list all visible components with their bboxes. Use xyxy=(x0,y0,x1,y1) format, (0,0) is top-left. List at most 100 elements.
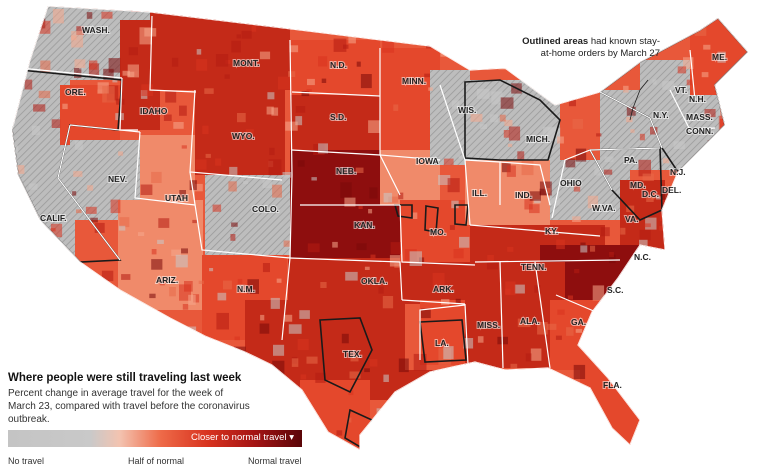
county-cell xyxy=(76,26,84,35)
county-cell xyxy=(332,241,338,248)
state-label: VT. xyxy=(675,85,687,95)
state-label: N.H. xyxy=(689,94,706,104)
county-cell xyxy=(642,436,649,444)
county-cell xyxy=(33,104,46,112)
county-cell xyxy=(729,7,735,13)
county-cell xyxy=(87,185,94,191)
county-cell xyxy=(349,371,361,379)
county-cell xyxy=(641,364,647,367)
county-cell xyxy=(12,218,20,227)
county-cell xyxy=(707,151,718,163)
county-cell xyxy=(500,21,511,32)
county-cell xyxy=(209,268,214,272)
county-cell xyxy=(479,124,487,129)
county-cell xyxy=(283,240,290,247)
county-cell xyxy=(251,25,257,32)
county-cell xyxy=(24,79,33,90)
county-cell xyxy=(609,252,614,258)
county-cell xyxy=(369,187,378,199)
county-cell xyxy=(266,15,280,27)
county-cell xyxy=(101,270,114,282)
county-cell xyxy=(229,166,238,177)
state-label: WASH. xyxy=(82,25,110,35)
county-cell xyxy=(368,209,373,214)
county-cell xyxy=(502,163,511,173)
county-cell xyxy=(451,100,460,109)
state-label: OKLA. xyxy=(361,276,387,286)
county-cell xyxy=(542,126,556,140)
county-cell xyxy=(744,11,748,15)
county-cell xyxy=(575,328,583,333)
county-cell xyxy=(340,182,352,199)
county-cell xyxy=(295,106,306,113)
county-cell xyxy=(300,374,307,380)
state-label: N.M. xyxy=(237,284,255,294)
county-cell xyxy=(662,158,670,164)
state-label: UTAH xyxy=(165,193,188,203)
county-cell xyxy=(98,328,111,345)
county-cell xyxy=(620,227,626,235)
county-cell xyxy=(196,49,202,55)
state-label: OHIO xyxy=(560,178,582,188)
travel-region xyxy=(430,70,470,165)
county-cell xyxy=(340,445,346,450)
county-cell xyxy=(224,74,230,79)
county-cell xyxy=(729,282,736,287)
county-cell xyxy=(276,278,282,283)
county-cell xyxy=(189,363,195,368)
county-cell xyxy=(86,12,93,19)
county-cell xyxy=(262,263,270,273)
travel-region xyxy=(150,10,290,90)
county-cell xyxy=(677,66,687,74)
county-cell xyxy=(171,57,179,67)
county-cell xyxy=(85,206,97,214)
state-label: N.J. xyxy=(670,167,686,177)
county-cell xyxy=(524,199,533,210)
county-cell xyxy=(368,120,380,133)
county-cell xyxy=(355,167,364,173)
stay-at-home-outline xyxy=(393,204,413,219)
county-cell xyxy=(626,116,633,123)
county-cell xyxy=(254,418,262,429)
county-cell xyxy=(491,8,496,12)
county-cell xyxy=(460,37,472,53)
county-cell xyxy=(500,97,514,109)
county-cell xyxy=(694,20,707,36)
county-cell xyxy=(151,249,157,255)
county-cell xyxy=(196,59,208,71)
county-cell xyxy=(241,30,252,39)
county-cell xyxy=(733,21,747,37)
county-cell xyxy=(656,196,661,200)
county-cell xyxy=(627,367,638,382)
county-cell xyxy=(184,281,193,292)
county-cell xyxy=(498,414,503,418)
county-cell xyxy=(231,222,238,227)
state-label: N.Y. xyxy=(653,110,669,120)
county-cell xyxy=(470,113,483,122)
county-cell xyxy=(252,16,261,24)
county-cell xyxy=(491,91,503,105)
county-cell xyxy=(118,151,124,156)
county-cell xyxy=(15,342,28,354)
county-cell xyxy=(449,225,455,230)
county-cell xyxy=(195,159,207,170)
county-cell xyxy=(259,323,270,334)
county-cell xyxy=(382,40,395,53)
county-cell xyxy=(128,47,138,56)
county-cell xyxy=(626,18,635,26)
county-cell xyxy=(733,122,738,129)
county-cell xyxy=(306,356,318,364)
county-cell xyxy=(51,119,61,128)
county-cell xyxy=(71,31,84,48)
state-label: MASS. xyxy=(686,112,713,122)
county-cell xyxy=(404,438,409,442)
county-cell xyxy=(494,38,499,43)
county-cell xyxy=(28,183,38,190)
county-cell xyxy=(651,194,656,200)
county-cell xyxy=(703,44,711,50)
county-cell xyxy=(521,160,534,176)
annotation-bold: Outlined areas xyxy=(522,36,589,47)
county-cell xyxy=(103,329,116,337)
county-cell xyxy=(188,294,196,305)
county-cell xyxy=(50,228,56,232)
